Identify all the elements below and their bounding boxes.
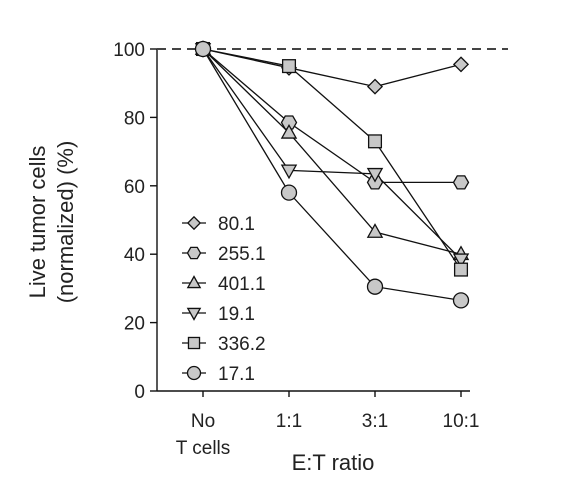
series-line-19.1 <box>202 48 462 260</box>
series-point-80.1 <box>366 78 384 95</box>
legend-marker <box>187 336 201 350</box>
y-axis-title-line: Live tumor cells <box>25 146 50 299</box>
x-axis-title: E:T ratio <box>292 450 375 475</box>
series-point-401.1 <box>280 123 298 139</box>
x-tick-label: No <box>191 411 215 432</box>
series-point-80.1 <box>452 56 470 73</box>
axes-layer: 0 20 40 60 80 100 No T cells 1:1 3:1 10:1 <box>113 40 479 459</box>
series-point-336.2 <box>281 59 297 74</box>
series-point-336.2 <box>453 262 469 277</box>
x-tick-label: 1:1 <box>276 411 302 432</box>
series-point-19.1 <box>280 164 298 180</box>
axis-labels-layer: E:T ratio Live tumor cells (normalized) (%… <box>25 141 374 475</box>
y-tick-label: 20 <box>124 314 145 335</box>
y-axis-title-line: (normalized) (%) <box>53 141 78 304</box>
legend-marker <box>186 275 202 289</box>
series-point-401.1 <box>366 223 384 238</box>
series-line-255.1 <box>202 48 461 184</box>
series-point-19.1 <box>366 167 384 183</box>
legend-label: 336.2 <box>218 334 266 355</box>
series-layer <box>194 40 470 309</box>
series-line-401.1 <box>202 48 462 255</box>
y-tick-label: 0 <box>134 382 145 403</box>
series-line-17.1 <box>202 48 462 302</box>
series-point-255.1 <box>280 115 298 130</box>
legend-label: 80.1 <box>218 214 255 235</box>
y-tick-label: 40 <box>124 245 145 266</box>
legend: 80.1 255.1 401.1 19.1 336.2 17.1 <box>182 214 266 385</box>
series-point-17.1 <box>452 292 470 309</box>
y-tick-label: 100 <box>113 40 145 61</box>
series-point-17.1 <box>366 278 384 295</box>
legend-marker <box>186 365 202 381</box>
series-line-336.2 <box>202 48 462 270</box>
legend-marker <box>186 246 202 260</box>
legend-label: 19.1 <box>218 304 255 325</box>
series-point-336.2 <box>367 134 383 149</box>
y-tick-label: 80 <box>124 108 145 129</box>
x-tick-label: T cells <box>176 438 231 459</box>
legend-label: 255.1 <box>218 244 266 265</box>
series-line-80.1 <box>202 48 462 88</box>
x-tick-label: 3:1 <box>362 411 388 432</box>
legend-marker <box>186 307 202 321</box>
x-tick-label: 10:1 <box>443 411 480 432</box>
legend-marker <box>186 215 202 231</box>
series-point-255.1 <box>452 175 470 190</box>
legend-label: 401.1 <box>218 274 266 295</box>
series-point-19.1 <box>452 253 470 269</box>
series-point-17.1 <box>194 40 212 58</box>
legend-label: 17.1 <box>218 364 255 385</box>
series-point-17.1 <box>280 184 298 201</box>
y-tick-label: 60 <box>124 177 145 198</box>
